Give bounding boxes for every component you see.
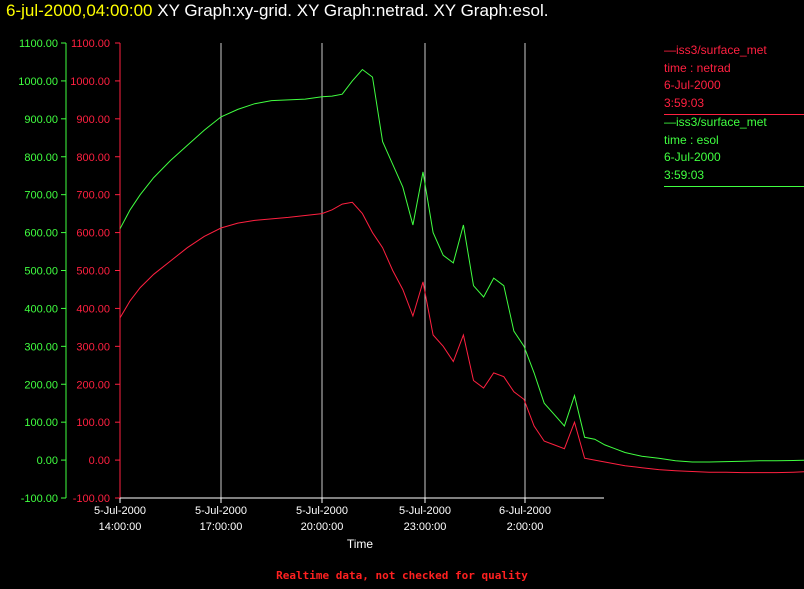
y-tick-label-esol: 200.00 [24,379,58,391]
x-tick-label-time: 23:00:00 [404,521,447,533]
y-tick-label-netrad: 600.00 [76,228,110,240]
series-line-netrad [119,201,804,474]
y-tick-label-netrad: -100.00 [73,493,110,505]
quality-footer: Realtime data, not checked for quality [276,569,528,582]
y-tick-label-esol: 400.00 [24,303,58,315]
y-tick-label-netrad: 1100.00 [71,38,110,50]
y-tick-label-netrad: 900.00 [76,114,110,126]
x-tick-label-date: 5-Jul-2000 [296,505,348,517]
x-tick-label-time: 20:00:00 [301,521,344,533]
y-tick-label-netrad: 500.00 [76,266,110,278]
legend-entry-netrad: —iss3/surface_met time : netrad 6-Jul-20… [664,42,804,115]
legend-esol-variable: time : esol [664,132,719,147]
y-tick-label-esol: 500.00 [24,266,58,278]
legend-netrad-divider [664,114,804,115]
x-tick-label-date: 6-Jul-2000 [499,505,551,517]
x-tick-label-date: 5-Jul-2000 [94,505,146,517]
legend-esol-divider [664,186,804,187]
legend-netrad-source: —iss3/surface_met [664,43,767,57]
title-timestamp: 6-jul-2000,04:00:00 [6,1,153,20]
y-tick-label-netrad: 800.00 [76,152,110,164]
y-tick-label-netrad: 300.00 [76,341,110,353]
y-tick-label-netrad: 100.00 [76,417,110,429]
legend-esol-source: —iss3/surface_met [664,115,767,129]
legend-netrad-date: 6-Jul-2000 [664,78,721,92]
y-tick-label-esol: 1000.00 [18,76,58,88]
y-tick-label-netrad: 200.00 [76,379,110,391]
x-tick-label-time: 14:00:00 [99,521,142,533]
y-tick-label-netrad: 0.00 [89,455,110,467]
legend-esol-time: 3:59:03 [664,167,705,182]
y-tick-label-esol: 300.00 [24,341,58,353]
y-tick-label-esol: 0.00 [37,455,58,467]
graph-title: 6-jul-2000,04:00:00 XY Graph:xy-grid. XY… [6,1,548,21]
x-tick-label-date: 5-Jul-2000 [399,505,451,517]
y-tick-label-netrad: 1000.00 [70,76,110,88]
legend-netrad-time: 3:59:03 [664,95,705,110]
legend-entry-esol: —iss3/surface_met time : esol 6-Jul-2000… [664,114,804,187]
y-tick-label-esol: 700.00 [24,190,58,202]
x-axis-label: Time [346,537,374,551]
x-tick-label-date: 5-Jul-2000 [195,505,247,517]
legend-netrad-variable: time : netrad [664,60,731,75]
title-graph-names: XY Graph:xy-grid. XY Graph:netrad. XY Gr… [152,1,549,20]
y-tick-label-netrad: 400.00 [76,303,110,315]
y-tick-label-netrad: 700.00 [76,190,110,202]
y-tick-label-esol: 1100.00 [19,38,58,50]
y-tick-label-esol: 100.00 [24,417,58,429]
y-tick-label-esol: -100.00 [21,493,58,505]
x-tick-label-time: 17:00:00 [200,521,243,533]
x-tick-label-time: 2:00:00 [507,521,544,533]
y-tick-label-esol: 900.00 [24,114,58,126]
legend-esol-date: 6-Jul-2000 [664,150,721,164]
series-line-esol [119,68,804,463]
y-tick-label-esol: 800.00 [24,152,58,164]
y-tick-label-esol: 600.00 [24,228,58,240]
